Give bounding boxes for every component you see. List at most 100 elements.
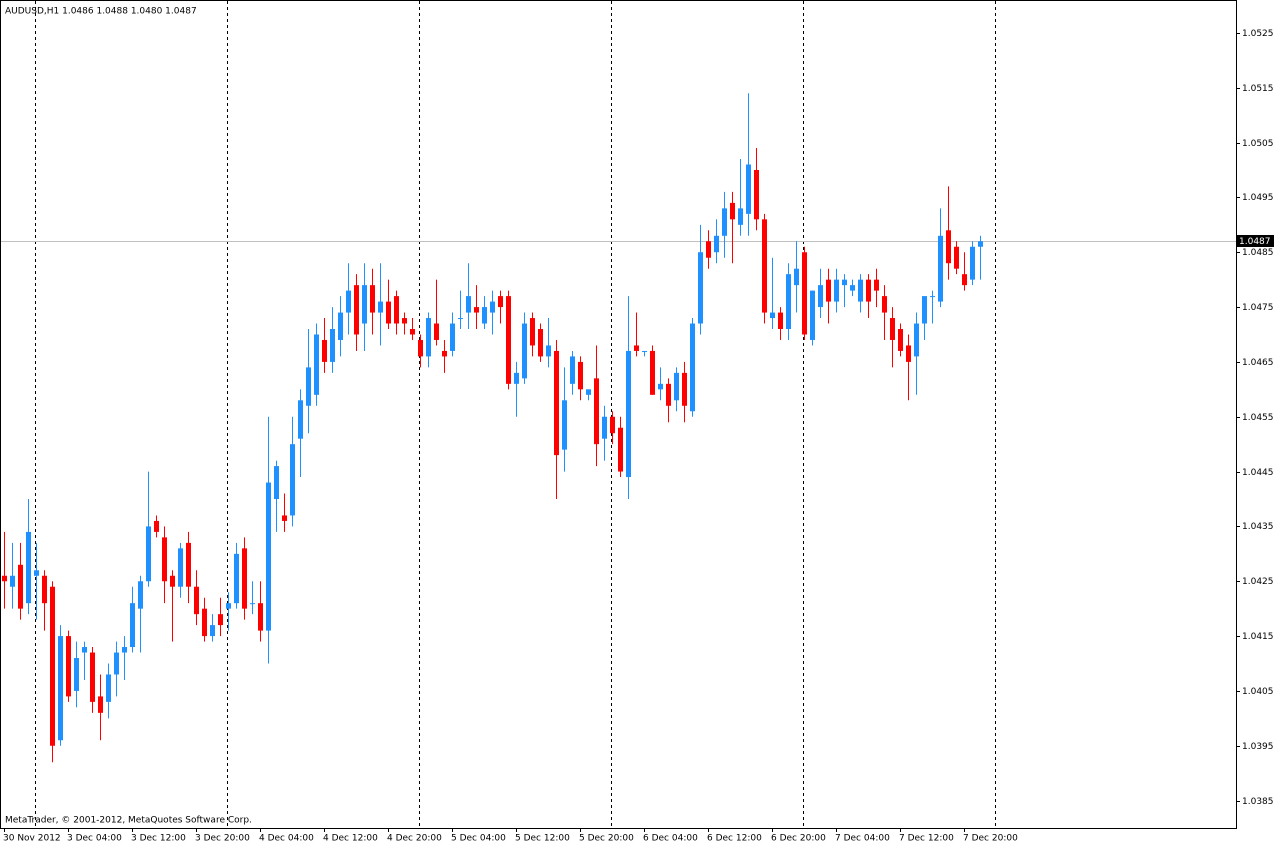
candle-body: [170, 575, 175, 587]
candle-body: [642, 350, 647, 352]
candle-body: [530, 318, 535, 346]
candle-body: [322, 339, 327, 362]
candle-body: [562, 400, 567, 450]
candle-body: [378, 301, 383, 313]
candle-body: [930, 296, 935, 298]
candle-body: [362, 285, 367, 324]
x-tick-label: 6 Dec 20:00: [771, 834, 826, 844]
candle-body: [122, 647, 127, 653]
y-tick-label: 1.0515: [1242, 84, 1274, 94]
candle-body: [42, 575, 47, 604]
candle-body: [266, 482, 271, 631]
candle-body: [442, 350, 447, 357]
candle-body: [186, 542, 191, 587]
candle-body: [730, 202, 735, 220]
candle-body: [298, 400, 303, 439]
candle-body: [858, 279, 863, 302]
candle-body: [98, 696, 103, 713]
candle-body: [218, 614, 223, 626]
candle-body: [666, 383, 671, 406]
candle-body: [634, 345, 639, 351]
candle-body: [314, 334, 319, 395]
candle-body: [546, 345, 551, 357]
candle-body: [890, 318, 895, 340]
candle-body: [354, 285, 359, 335]
candle-body: [306, 367, 311, 406]
candle-body: [906, 345, 911, 362]
y-tick-label: 1.0455: [1242, 413, 1274, 423]
candle-body: [242, 548, 247, 609]
candle-body: [370, 285, 375, 313]
candle-body: [698, 252, 703, 324]
x-tick-label: 3 Dec 12:00: [131, 834, 186, 844]
candle-body: [90, 652, 95, 702]
candle-body: [658, 383, 663, 390]
y-tick-label: 1.0465: [1242, 358, 1274, 368]
candle-body: [722, 208, 727, 236]
candle-body: [234, 553, 239, 604]
candle-body: [194, 586, 199, 615]
candle-body: [850, 285, 855, 291]
y-tick-label: 1.0435: [1242, 522, 1274, 532]
candle-body: [810, 290, 815, 340]
x-tick-label: 7 Dec 12:00: [899, 834, 954, 844]
candle-body: [386, 301, 391, 324]
candle-body: [690, 323, 695, 412]
candle-body: [594, 378, 599, 445]
candle-body: [482, 307, 487, 324]
candle-body: [426, 318, 431, 357]
candle-body: [418, 339, 423, 357]
candle-body: [954, 246, 959, 269]
candle-body: [130, 603, 135, 648]
x-tick-label: 5 Dec 12:00: [515, 834, 570, 844]
candle-body: [746, 164, 751, 214]
candle-body: [58, 636, 63, 741]
candle-body: [674, 372, 679, 401]
candle-body: [826, 279, 831, 302]
y-tick-label: 1.0505: [1242, 139, 1274, 149]
x-tick-label: 5 Dec 20:00: [579, 834, 634, 844]
candle-body: [346, 290, 351, 313]
candle-body: [250, 603, 255, 605]
candle-body: [626, 350, 631, 478]
candle-body: [2, 575, 7, 582]
y-tick-label: 1.0425: [1242, 577, 1274, 587]
candle-body: [682, 372, 687, 406]
candle-body: [818, 285, 823, 308]
candle-body: [922, 296, 927, 324]
candle-body: [882, 296, 887, 313]
x-tick-label: 6 Dec 04:00: [643, 834, 698, 844]
candle-body: [842, 279, 847, 286]
candle-body: [434, 323, 439, 340]
x-tick-label: 6 Dec 12:00: [707, 834, 762, 844]
candle-body: [778, 312, 783, 330]
candle-body: [202, 608, 207, 637]
candle-body: [146, 526, 151, 582]
candle-body: [498, 296, 503, 308]
candle-body: [714, 235, 719, 253]
candle-body: [794, 268, 799, 286]
candle-body: [570, 356, 575, 384]
candle-body: [106, 674, 111, 702]
y-tick-label: 1.0495: [1242, 193, 1274, 203]
y-tick-label: 1.0385: [1242, 797, 1274, 807]
candle-body: [290, 444, 295, 516]
chart-title: AUDUSD,H1 1.0486 1.0488 1.0480 1.0487: [5, 7, 197, 17]
candle-body: [282, 515, 287, 521]
candle-body: [506, 296, 511, 384]
candle-body: [154, 520, 159, 532]
candle-body: [394, 296, 399, 324]
candle-body: [82, 647, 87, 653]
candle-body: [898, 329, 903, 351]
candle-body: [258, 603, 263, 631]
candle-body: [538, 329, 543, 357]
candle-body: [962, 274, 967, 286]
x-tick-label: 30 Nov 2012: [3, 834, 61, 844]
candle-body: [938, 235, 943, 302]
y-tick-label: 1.0485: [1242, 248, 1274, 258]
candle-body: [402, 318, 407, 324]
candle-body: [706, 241, 711, 258]
candle-body: [602, 416, 607, 439]
